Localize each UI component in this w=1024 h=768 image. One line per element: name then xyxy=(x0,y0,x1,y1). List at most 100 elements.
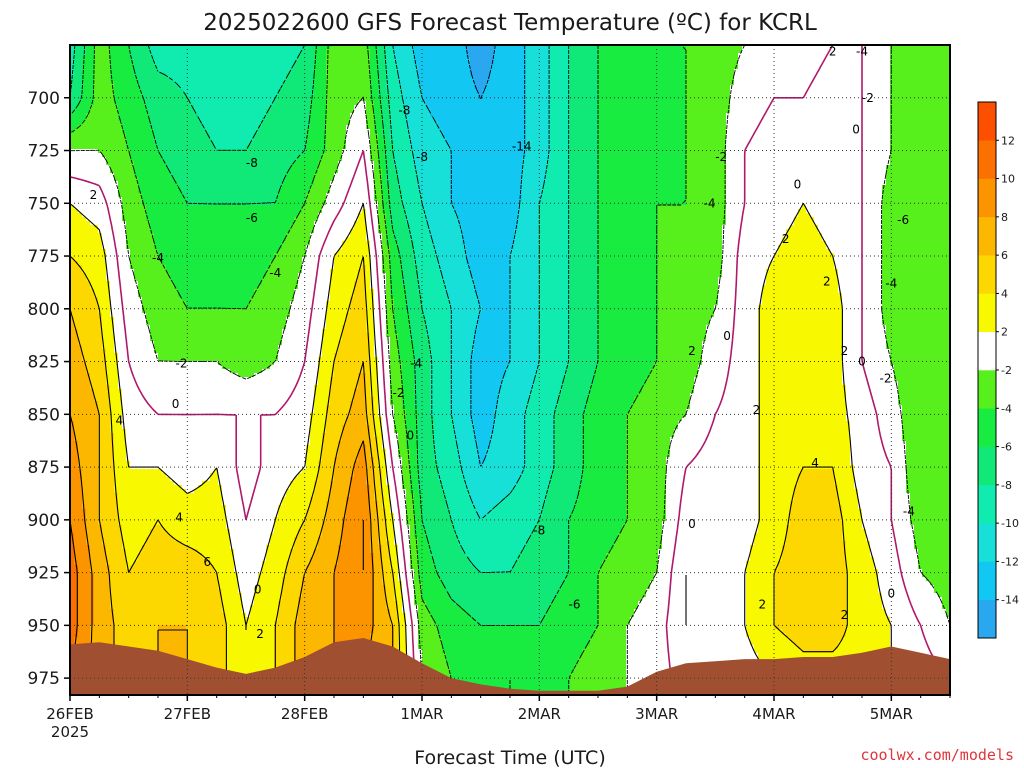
field-cell xyxy=(170,345,175,350)
field-cell xyxy=(158,501,163,506)
field-cell xyxy=(182,433,187,438)
field-cell xyxy=(186,69,191,74)
field-cell xyxy=(102,289,107,294)
field-cell xyxy=(150,413,155,418)
field-cell xyxy=(150,181,155,186)
field-cell xyxy=(146,361,151,366)
field-cell xyxy=(102,405,107,410)
field-cell xyxy=(102,501,107,506)
field-cell xyxy=(106,329,111,334)
field-cell xyxy=(126,297,131,302)
field-cell xyxy=(122,145,127,150)
field-cell xyxy=(174,425,179,430)
field-cell xyxy=(122,305,127,310)
field-cell xyxy=(174,369,179,374)
field-cell xyxy=(170,357,175,362)
field-cell xyxy=(86,441,91,446)
field-cell xyxy=(106,325,111,330)
field-cell xyxy=(118,489,123,494)
field-cell xyxy=(166,601,171,606)
field-cell xyxy=(106,633,111,638)
field-cell xyxy=(146,317,151,322)
field-cell xyxy=(70,513,75,518)
field-cell xyxy=(170,317,175,322)
field-cell xyxy=(162,481,167,486)
field-cell xyxy=(86,397,91,402)
field-cell xyxy=(78,353,83,358)
field-cell xyxy=(186,153,191,158)
field-cell xyxy=(158,57,163,62)
field-cell xyxy=(166,581,171,586)
field-cell xyxy=(166,193,171,198)
field-cell xyxy=(138,381,143,386)
field-cell xyxy=(126,433,131,438)
field-cell xyxy=(90,453,95,458)
field-cell xyxy=(102,81,107,86)
field-cell xyxy=(134,441,139,446)
field-cell xyxy=(70,489,75,494)
field-cell xyxy=(126,457,131,462)
field-cell xyxy=(166,221,171,226)
field-cell xyxy=(106,177,111,182)
field-cell xyxy=(190,185,195,190)
field-cell xyxy=(186,361,191,366)
field-cell xyxy=(138,557,143,562)
field-cell xyxy=(154,433,159,438)
field-cell xyxy=(174,45,179,50)
field-cell xyxy=(182,237,187,242)
field-cell xyxy=(122,109,127,114)
field-cell xyxy=(74,161,79,166)
field-cell xyxy=(86,69,91,74)
field-cell xyxy=(90,477,95,482)
field-cell xyxy=(98,205,103,210)
field-cell xyxy=(70,273,75,278)
field-cell xyxy=(166,541,171,546)
field-cell xyxy=(86,369,91,374)
field-cell xyxy=(106,361,111,366)
field-cell xyxy=(162,237,167,242)
field-cell xyxy=(186,597,191,602)
field-cell xyxy=(86,161,91,166)
field-cell xyxy=(162,53,167,58)
field-cell xyxy=(158,581,163,586)
field-cell xyxy=(114,65,119,70)
field-cell xyxy=(94,205,99,210)
field-cell xyxy=(150,429,155,434)
field-cell xyxy=(166,613,171,618)
field-cell xyxy=(78,173,83,178)
field-cell xyxy=(106,549,111,554)
field-cell xyxy=(170,49,175,54)
field-cell xyxy=(78,417,83,422)
field-cell xyxy=(138,509,143,514)
field-cell xyxy=(150,229,155,234)
field-cell xyxy=(142,501,147,506)
field-cell xyxy=(118,485,123,490)
field-cell xyxy=(150,285,155,290)
field-cell xyxy=(146,429,151,434)
field-cell xyxy=(186,357,191,362)
field-cell xyxy=(166,85,171,90)
field-cell xyxy=(102,569,107,574)
field-cell xyxy=(86,349,91,354)
field-cell xyxy=(94,365,99,370)
field-cell xyxy=(154,553,159,558)
field-cell xyxy=(142,593,147,598)
field-cell xyxy=(142,537,147,542)
field-cell xyxy=(98,341,103,346)
field-cell xyxy=(82,457,87,462)
field-cell xyxy=(158,89,163,94)
field-cell xyxy=(186,269,191,274)
field-cell xyxy=(102,277,107,282)
field-cell xyxy=(130,437,135,442)
field-cell xyxy=(174,393,179,398)
field-cell xyxy=(166,129,171,134)
field-cell xyxy=(150,241,155,246)
field-cell xyxy=(142,605,147,610)
field-cell xyxy=(162,93,167,98)
field-cell xyxy=(142,505,147,510)
field-cell xyxy=(178,581,183,586)
field-cell xyxy=(94,629,99,634)
field-cell xyxy=(154,425,159,430)
field-cell xyxy=(182,333,187,338)
field-cell xyxy=(174,265,179,270)
